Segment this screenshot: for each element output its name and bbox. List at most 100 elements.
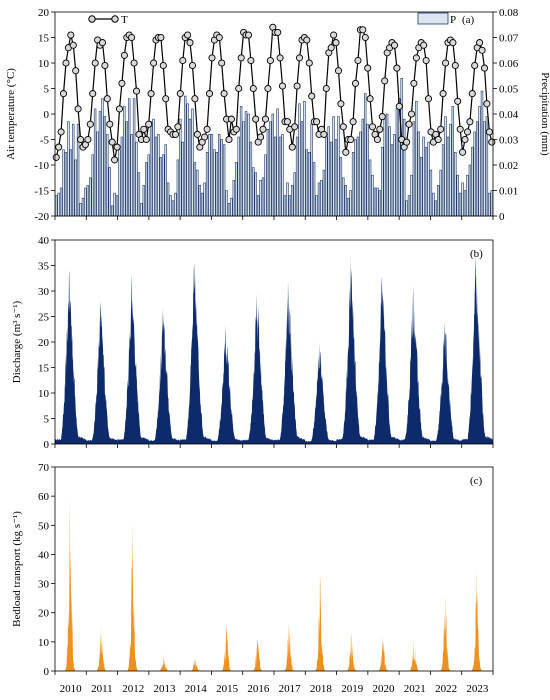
precipitation-bar xyxy=(305,149,308,217)
precip-axis-tick-label: 0.08 xyxy=(499,7,519,19)
temperature-point xyxy=(249,84,257,93)
temperature-point xyxy=(232,125,240,133)
temperature-point xyxy=(434,135,442,144)
precipitation-bar xyxy=(361,118,364,217)
x-year-label: 2012 xyxy=(122,683,144,695)
temp-axis-tick-label: -20 xyxy=(34,211,49,223)
temp-axis-tick-label: -10 xyxy=(34,160,49,172)
precipitation-bar xyxy=(449,123,452,217)
precipitation-bar xyxy=(368,159,372,217)
temperature-point xyxy=(162,95,170,103)
precip-axis-tick-label: 0 xyxy=(499,211,505,223)
precipitation-bar xyxy=(64,152,68,217)
precipitation-bar xyxy=(147,154,150,217)
precipitation-bar xyxy=(198,185,201,217)
precipitation-bar xyxy=(269,121,272,217)
precipitation-bar xyxy=(444,116,447,217)
temperature-point xyxy=(257,133,265,141)
temperature-point xyxy=(264,84,272,93)
discharge-axis-tick-label: 35 xyxy=(38,261,50,273)
x-year-label: 2013 xyxy=(154,683,177,695)
precipitation-bar xyxy=(149,121,153,217)
precipitation-bar xyxy=(303,101,306,217)
temperature-point xyxy=(191,95,199,103)
precipitation-bar xyxy=(123,106,126,217)
temperature-point xyxy=(364,64,372,72)
precip-axis-tick-label: 0.07 xyxy=(499,33,519,45)
precipitation-bar xyxy=(337,116,340,217)
precipitation-bar xyxy=(69,149,73,217)
precipitation-bar xyxy=(132,98,136,217)
temperature-point xyxy=(69,41,77,49)
precipitation-bar xyxy=(429,169,433,217)
precipitation-bar xyxy=(320,180,323,217)
temperature-point xyxy=(55,143,63,151)
precipitation-bar xyxy=(208,134,211,217)
precipitation-bar xyxy=(417,131,420,217)
precipitation-bar xyxy=(191,108,194,217)
precipitation-bar xyxy=(402,118,406,217)
temperature-point xyxy=(320,130,328,138)
precipitation-bar xyxy=(354,139,357,217)
precipitation-bar xyxy=(264,154,267,217)
precipitation-bar xyxy=(86,185,90,217)
precipitation-bar xyxy=(174,192,177,217)
temperature-point xyxy=(313,118,321,126)
precipitation-bar xyxy=(281,134,284,217)
temperature-point xyxy=(459,148,467,156)
precipitation-bar xyxy=(359,131,362,217)
panel-b-label: (b) xyxy=(470,248,483,260)
precipitation-bar xyxy=(201,192,204,217)
precipitation-bar xyxy=(62,149,65,217)
precipitation-bar xyxy=(120,136,124,217)
temperature-point xyxy=(393,64,401,72)
precipitation-bar xyxy=(471,146,474,217)
precipitation-bar xyxy=(278,136,282,217)
legend-t-marker-2 xyxy=(111,15,119,23)
x-year-label: 2018 xyxy=(310,683,333,695)
temperature-point xyxy=(322,84,330,93)
precipitation-bar xyxy=(113,192,116,217)
precipitation-bar xyxy=(366,123,369,217)
bedload-series xyxy=(55,496,493,671)
temperature-point xyxy=(349,118,357,126)
panel-a-ticks: -20 -15 -10 -5 0 5 10 15 20 0 0.01 0.02 0.03 0.04 0.05… xyxy=(34,7,518,223)
precipitation-bar xyxy=(436,185,440,217)
temperature-point xyxy=(395,102,403,110)
temperature-point xyxy=(67,31,75,39)
precipitation-bar xyxy=(454,152,457,217)
precipitation-bar xyxy=(332,116,335,217)
precipitation-bar xyxy=(101,98,104,217)
precipitation-bar xyxy=(390,144,394,217)
discharge-axis-tick-label: 25 xyxy=(38,312,50,324)
precipitation-bar xyxy=(283,195,287,217)
temperature-point xyxy=(303,36,311,44)
precipitation-bar xyxy=(342,177,345,217)
precipitation-bar xyxy=(203,182,206,217)
panel-b-y-axis-label: Discharge (m³ s⁻¹) xyxy=(11,300,23,383)
precipitation-bar xyxy=(339,157,343,217)
temperature-point xyxy=(339,123,347,131)
precipitation-bar xyxy=(383,118,386,217)
precipitation-bar xyxy=(290,185,294,217)
bedload-axis-tick-label: 10 xyxy=(38,637,50,649)
temperature-point xyxy=(159,61,167,70)
temperature-point xyxy=(454,97,462,105)
precipitation-bar xyxy=(74,159,77,217)
precipitation-bar xyxy=(266,129,270,217)
x-year-label: 2011 xyxy=(91,683,113,695)
temperature-point xyxy=(218,59,226,67)
precipitation-bar xyxy=(159,157,162,217)
precipitation-bar xyxy=(256,195,260,217)
precipitation-bar xyxy=(439,169,442,217)
temperature-point xyxy=(410,79,418,87)
precipitation-bar xyxy=(222,144,226,217)
panel-a-right-axis-label: Precipitation (mm) xyxy=(539,72,550,156)
precipitation-bar xyxy=(176,159,180,217)
precipitation-bar xyxy=(235,162,238,217)
precipitation-bar xyxy=(89,177,92,217)
precipitation-bar xyxy=(395,108,399,217)
precipitation-bar xyxy=(205,152,209,217)
temperature-point xyxy=(368,123,377,131)
temp-axis-tick-label: -15 xyxy=(34,186,49,198)
